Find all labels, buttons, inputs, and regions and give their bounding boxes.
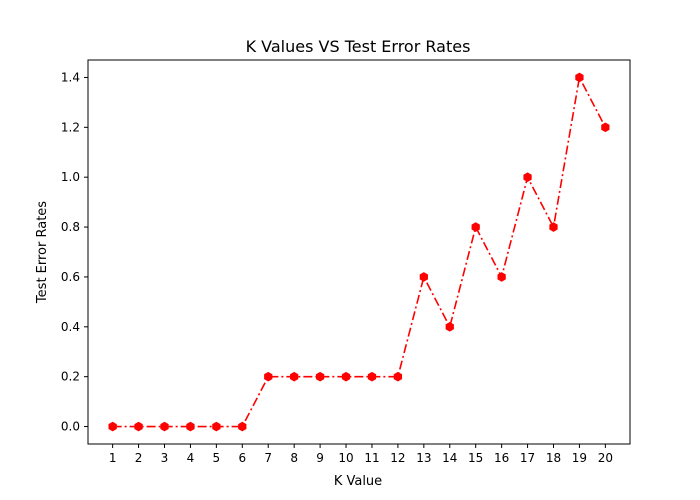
y-axis-label: Test Error Rates (35, 201, 50, 304)
chart-title: K Values VS Test Error Rates (246, 37, 471, 56)
x-tick-label: 5 (213, 451, 221, 465)
y-tick-label: 1.0 (61, 170, 80, 184)
x-tick-label: 10 (338, 451, 353, 465)
x-tick-label: 1 (109, 451, 117, 465)
data-point (445, 322, 454, 332)
x-tick-label: 4 (187, 451, 195, 465)
x-tick-label: 9 (316, 451, 324, 465)
x-tick-label: 12 (390, 451, 405, 465)
x-tick-label: 3 (161, 451, 169, 465)
data-point (108, 421, 117, 432)
data-point (575, 72, 584, 83)
x-tick-label: 8 (290, 451, 298, 465)
x-tick-label: 17 (520, 451, 535, 465)
data-point (549, 222, 558, 232)
data-point (523, 172, 532, 182)
series-test-error-rates (108, 72, 610, 432)
y-tick-label: 1.2 (61, 120, 80, 134)
y-tick-label: 0.2 (61, 370, 80, 384)
data-point (497, 272, 506, 282)
data-point (238, 421, 247, 432)
x-tick-label: 2 (135, 451, 143, 465)
x-tick-label: 6 (238, 451, 246, 465)
data-point (290, 371, 299, 382)
data-point (419, 272, 428, 282)
data-point (186, 421, 195, 432)
y-tick-label: 1.4 (61, 70, 80, 84)
y-tick-label: 0.4 (61, 320, 80, 334)
x-tick-label: 7 (264, 451, 272, 465)
data-point (212, 421, 221, 432)
x-axis: 1 2 3 4 5 6 7 8 9 10 11 12 13 14 15 16 17 18 19 20 (109, 444, 613, 465)
data-point (160, 421, 169, 432)
y-tick-label: 0.6 (61, 270, 80, 284)
x-tick-label: 20 (598, 451, 613, 465)
x-tick-label: 18 (546, 451, 561, 465)
plot-area-frame (87, 59, 631, 445)
x-tick-label: 19 (572, 451, 587, 465)
series-line (112, 74, 607, 428)
x-axis-label: K Value (334, 474, 382, 489)
data-point (367, 371, 377, 382)
x-tick-label: 11 (364, 451, 379, 465)
y-tick-label: 0.8 (61, 220, 80, 234)
data-point (601, 122, 610, 133)
data-point (315, 371, 325, 382)
x-tick-label: 13 (416, 451, 431, 465)
y-tick-label: 0.0 (61, 420, 80, 434)
data-point (134, 421, 143, 432)
data-point (393, 371, 403, 382)
x-tick-label: 15 (468, 451, 483, 465)
x-tick-label: 16 (494, 451, 509, 465)
x-tick-label: 14 (442, 451, 457, 465)
y-axis: 0.0 0.2 0.4 0.6 0.8 1.0 1.2 1.4 (61, 70, 88, 434)
data-point (264, 371, 273, 382)
data-point (341, 371, 351, 382)
data-point (471, 222, 480, 232)
